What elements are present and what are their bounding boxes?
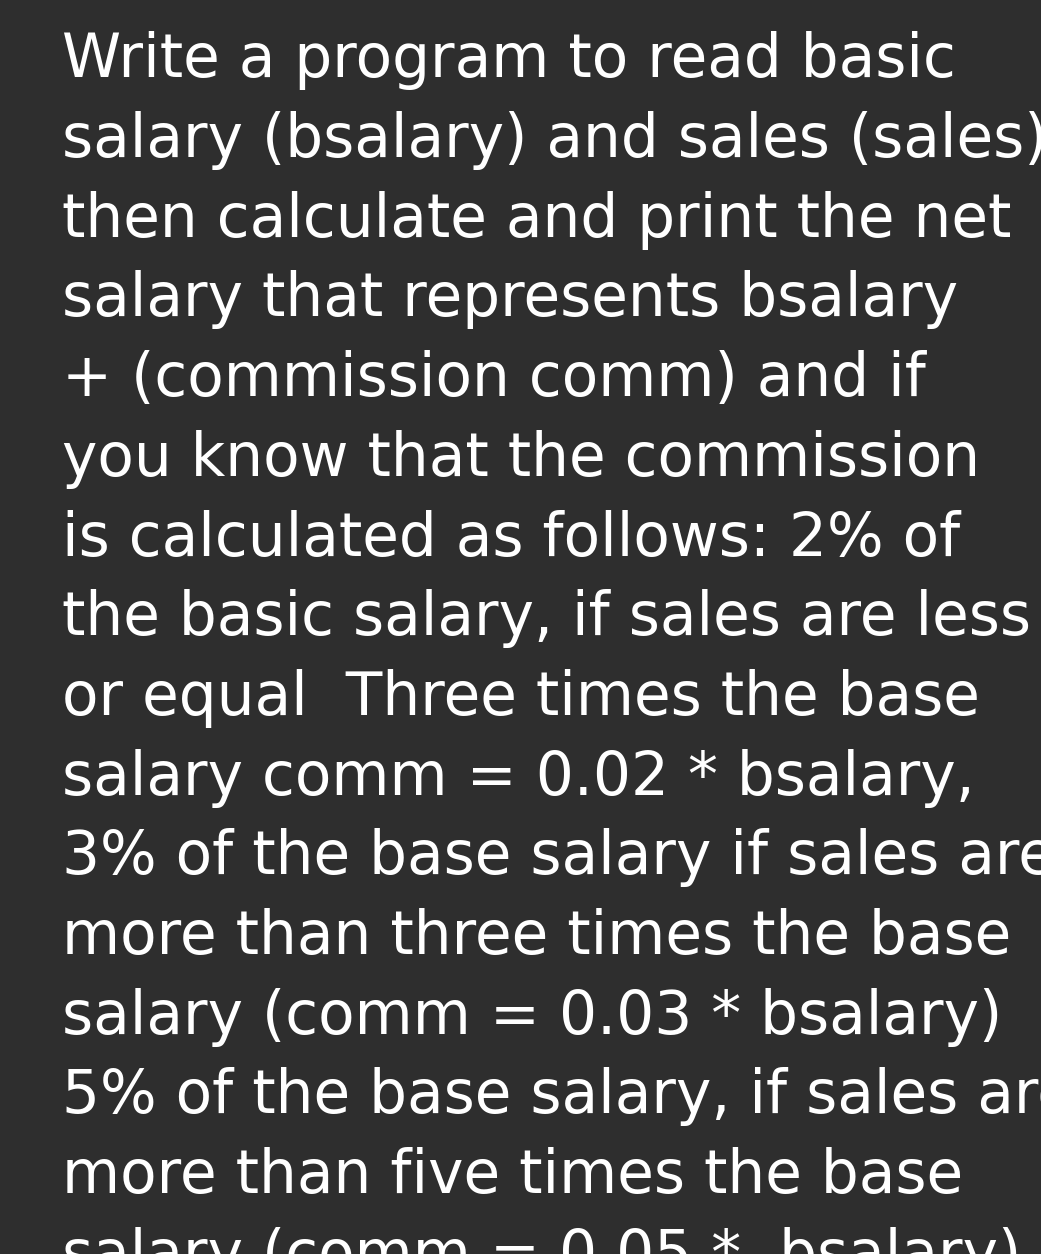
Text: Write a program to read basic
salary (bsalary) and sales (sales)
then calculate : Write a program to read basic salary (bs… (62, 31, 1041, 1254)
